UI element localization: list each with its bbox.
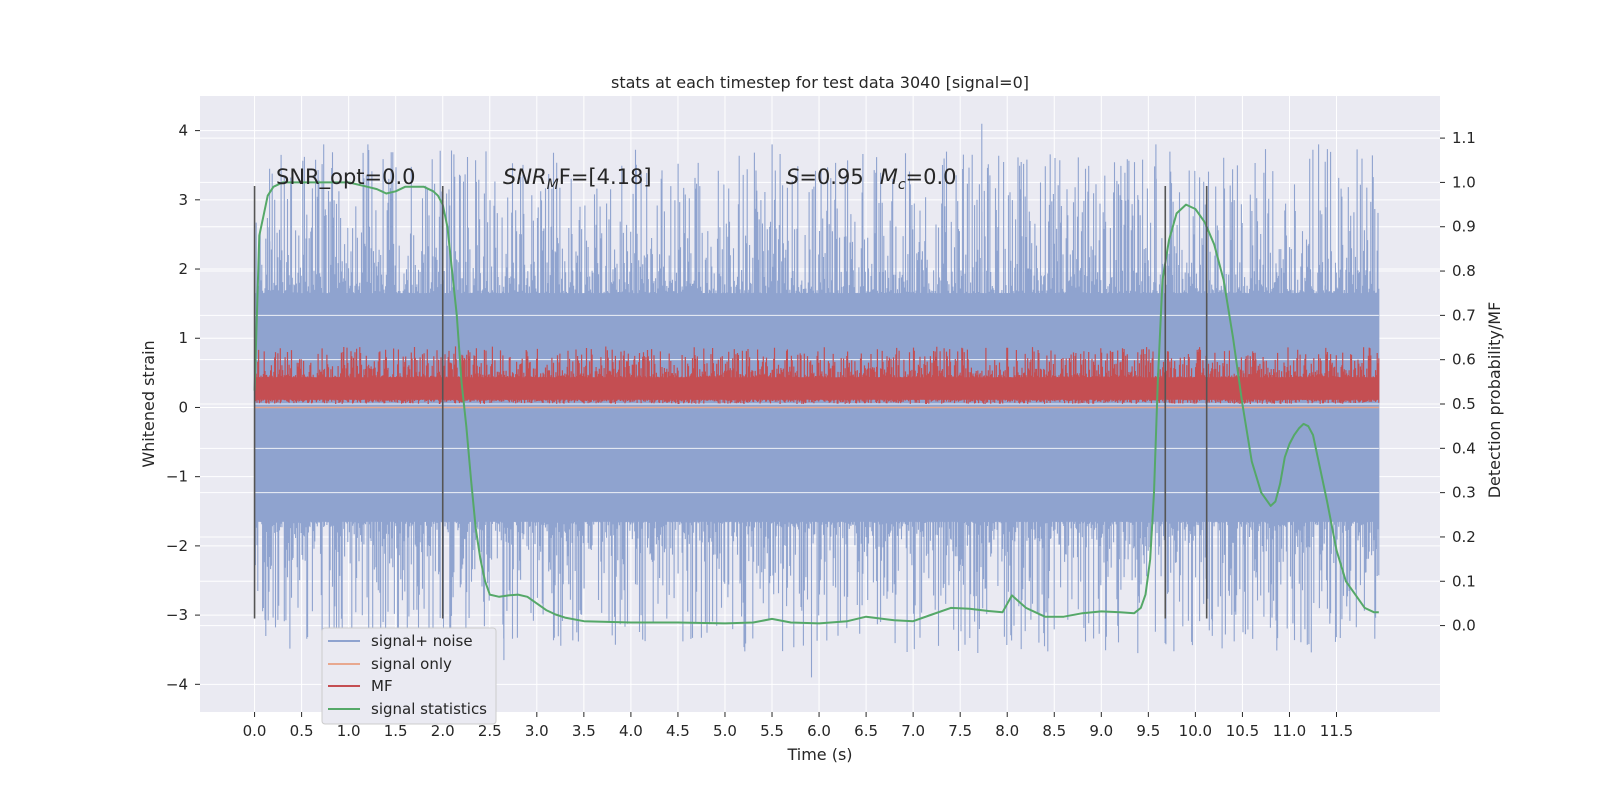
annotation-mc-value: =0.0 bbox=[906, 165, 957, 189]
annotation-snr-mf-subscript: M bbox=[547, 177, 559, 193]
x-tick-label-14: 7.0 bbox=[901, 722, 925, 740]
y2-tick-label-8: 0.8 bbox=[1452, 262, 1476, 280]
y-tick-label-3: −1 bbox=[166, 468, 188, 486]
y2-tick-label-9: 0.9 bbox=[1452, 218, 1476, 236]
y2-axis-ticks: 0.0 0.1 0.2 0.3 0.4 0.5 0.6 0.7 0.8 0.9 1.0 1.1 bbox=[1440, 129, 1476, 635]
x-tick-label-5: 2.5 bbox=[478, 722, 502, 740]
x-tick-label-2: 1.0 bbox=[337, 722, 361, 740]
x-tick-label-4: 2.0 bbox=[431, 722, 455, 740]
x-tick-label-19: 9.5 bbox=[1136, 722, 1160, 740]
x-tick-label-0: 0.0 bbox=[243, 722, 267, 740]
y2-tick-label-4: 0.4 bbox=[1452, 439, 1476, 457]
x-tick-label-22: 11.0 bbox=[1273, 722, 1306, 740]
y2-tick-label-5: 0.5 bbox=[1452, 395, 1476, 413]
x-tick-label-17: 8.5 bbox=[1042, 722, 1066, 740]
y-tick-label-6: 2 bbox=[178, 260, 188, 278]
annotation-s-value: =0.95 bbox=[799, 165, 863, 189]
signal-statistics-line bbox=[253, 181, 1379, 625]
x-tick-label-16: 8.0 bbox=[995, 722, 1019, 740]
y2-tick-label-10: 1.0 bbox=[1452, 173, 1476, 191]
y2-tick-label-7: 0.7 bbox=[1452, 306, 1476, 324]
x-axis-label: Time (s) bbox=[786, 745, 852, 764]
legend-box bbox=[321, 627, 497, 725]
y-axis-label: Whitened strain bbox=[139, 340, 158, 467]
y2-tick-label-0: 0.0 bbox=[1452, 617, 1476, 635]
x-tick-label-13: 6.5 bbox=[854, 722, 878, 740]
x-tick-label-8: 4.0 bbox=[619, 722, 643, 740]
annotations: SNR_opt=0.0 SNRMF=[4.18] S=0.95 Mc=0.0 bbox=[276, 165, 957, 193]
x-tick-label-1: 0.5 bbox=[290, 722, 314, 740]
y-tick-label-1: −3 bbox=[166, 606, 188, 624]
y-tick-label-8: 4 bbox=[178, 122, 188, 140]
x-tick-label-7: 3.5 bbox=[572, 722, 596, 740]
annotation-mc-subscript: c bbox=[898, 177, 906, 193]
annotation-mc-symbol: M bbox=[880, 165, 898, 189]
x-tick-label-3: 1.5 bbox=[384, 722, 408, 740]
x-tick-label-11: 5.5 bbox=[760, 722, 784, 740]
legend: signal+ noise signal only MF signal stat… bbox=[321, 627, 497, 725]
y-tick-label-4: 0 bbox=[178, 398, 188, 416]
x-tick-label-18: 9.0 bbox=[1089, 722, 1113, 740]
legend-label-signal-only: signal only bbox=[371, 655, 452, 673]
y-axis-ticks: −4 −3 −2 −1 0 1 2 3 4 bbox=[166, 122, 200, 693]
legend-label-signal-statistics: signal statistics bbox=[371, 700, 487, 718]
x-tick-label-21: 10.5 bbox=[1226, 722, 1259, 740]
annotation-snr-mf-symbol: SNR bbox=[503, 165, 547, 189]
legend-label-mf: MF bbox=[371, 677, 393, 695]
y2-tick-label-11: 1.1 bbox=[1452, 129, 1476, 147]
x-tick-label-20: 10.0 bbox=[1179, 722, 1212, 740]
legend-label-signal-noise: signal+ noise bbox=[371, 632, 473, 650]
y-tick-label-2: −2 bbox=[166, 537, 188, 555]
x-tick-label-6: 3.0 bbox=[525, 722, 549, 740]
y2-tick-label-6: 0.6 bbox=[1452, 351, 1476, 369]
x-tick-label-10: 5.0 bbox=[713, 722, 737, 740]
annotation-s-symbol: S bbox=[786, 165, 799, 189]
x-tick-label-15: 7.5 bbox=[948, 722, 972, 740]
annotation-snr-mf-value: F=[4.18] bbox=[559, 165, 652, 189]
x-tick-label-23: 11.5 bbox=[1320, 722, 1353, 740]
annotation-snr-opt: SNR_opt=0.0 bbox=[276, 165, 416, 190]
y2-tick-label-2: 0.2 bbox=[1452, 528, 1476, 546]
annotation-snr-mf: SNRMF=[4.18] bbox=[503, 165, 652, 193]
chart-title: stats at each timestep for test data 304… bbox=[611, 73, 1029, 92]
y-tick-label-5: 1 bbox=[178, 329, 188, 347]
annotation-s-mc: S=0.95 Mc=0.0 bbox=[786, 165, 957, 193]
y-tick-label-0: −4 bbox=[166, 675, 188, 693]
y2-axis-label: Detection probability/MF bbox=[1485, 302, 1504, 499]
y2-tick-label-1: 0.1 bbox=[1452, 572, 1476, 590]
x-tick-label-12: 6.0 bbox=[807, 722, 831, 740]
series-signal-statistics bbox=[253, 181, 1379, 625]
y-tick-label-7: 3 bbox=[178, 191, 188, 209]
y2-tick-label-3: 0.3 bbox=[1452, 484, 1476, 502]
x-axis-ticks: 0.0 0.5 1.0 1.5 2.0 2.5 3.0 3.5 4.0 4.5 5.0 5.5 6.0 6… bbox=[243, 712, 1353, 740]
x-tick-label-9: 4.5 bbox=[666, 722, 690, 740]
marker-lines bbox=[253, 185, 1208, 619]
